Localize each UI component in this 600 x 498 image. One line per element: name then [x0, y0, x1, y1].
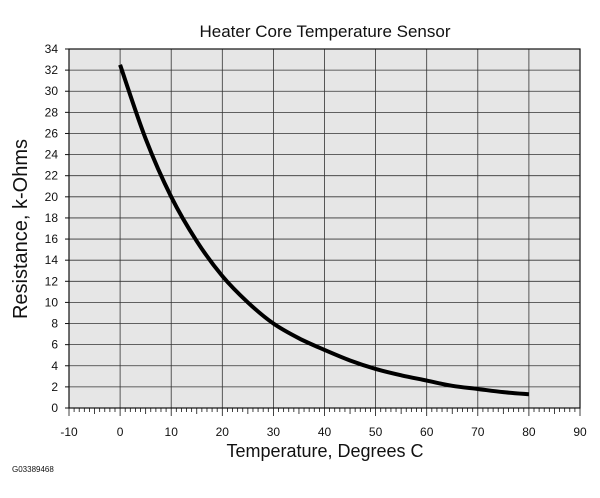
- x-tick-labels: -10 0 10 20 30 40 50 60 70 80 90: [60, 425, 587, 439]
- chart-title: Heater Core Temperature Sensor: [199, 22, 450, 41]
- x-tick-label: 90: [573, 425, 587, 439]
- x-minor-ticks: [68, 408, 581, 416]
- y-axis-label: Resistance, k-Ohms: [10, 139, 32, 319]
- y-tick-label: 8: [51, 317, 58, 331]
- y-tick-label: 0: [51, 401, 58, 415]
- y-tick-label: 18: [45, 211, 59, 225]
- x-axis-label: Temperature, Degrees C: [226, 441, 423, 461]
- y-tick-label: 24: [45, 148, 59, 162]
- series-line: [118, 64, 530, 397]
- series-layer: [118, 64, 530, 397]
- y-tick-label: 20: [45, 190, 59, 204]
- y-tick-label: 26: [45, 126, 59, 140]
- x-tick-label: 50: [369, 425, 383, 439]
- y-tick-label: 22: [45, 169, 59, 183]
- figure-id: G03389468: [12, 465, 54, 474]
- x-tick-label: 0: [117, 425, 124, 439]
- y-tick-label: 10: [45, 295, 59, 309]
- y-tick-label: 30: [45, 84, 59, 98]
- y-tick-label: 12: [45, 274, 59, 288]
- x-tick-label: 30: [267, 425, 281, 439]
- y-tick-label: 34: [45, 42, 59, 56]
- y-tick-label: 16: [45, 232, 59, 246]
- x-tick-label: 20: [216, 425, 230, 439]
- y-tick-label: 32: [45, 63, 59, 77]
- y-tick-label: 2: [51, 380, 58, 394]
- y-tick-label: 14: [45, 253, 59, 267]
- y-tick-label: 6: [51, 338, 58, 352]
- x-tick-label: 60: [420, 425, 434, 439]
- plot-border: [68, 48, 581, 409]
- y-tick-label: 4: [51, 359, 58, 373]
- x-tick-label: -10: [60, 425, 78, 439]
- x-tick-label: 10: [165, 425, 179, 439]
- x-tick-label: 80: [522, 425, 536, 439]
- y-tick-label: 28: [45, 105, 59, 119]
- x-tick-label: 70: [471, 425, 485, 439]
- x-tick-label: 40: [318, 425, 332, 439]
